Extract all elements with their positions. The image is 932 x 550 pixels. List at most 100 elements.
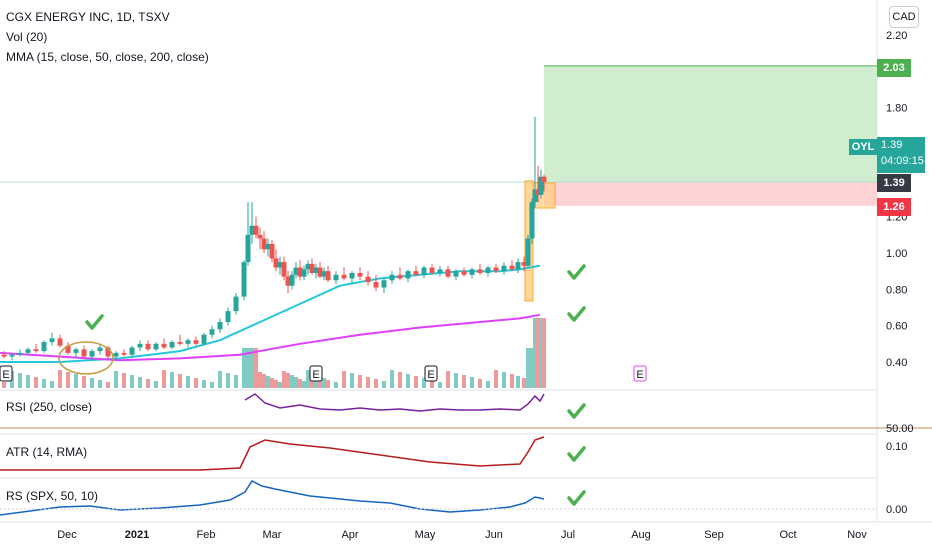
volume-bar xyxy=(290,375,294,388)
candle-body xyxy=(265,243,271,250)
volume-bar xyxy=(542,318,546,388)
candle-body xyxy=(245,234,251,263)
currency-button[interactable]: CAD xyxy=(889,6,919,28)
volume-bar xyxy=(390,370,394,388)
volume-bar xyxy=(374,379,378,388)
candle-body xyxy=(81,349,87,357)
candle-body xyxy=(538,176,544,195)
loss-zone xyxy=(544,182,877,206)
candle-body xyxy=(209,329,215,335)
candle-body xyxy=(277,262,283,268)
volume-bar xyxy=(286,373,290,388)
candle-body xyxy=(17,352,23,355)
candle-body xyxy=(297,267,303,277)
checkmark-icon xyxy=(85,314,104,330)
earnings-marker-label: E xyxy=(2,369,9,381)
volume-bar xyxy=(82,376,86,388)
time-axis-label: Sep xyxy=(704,529,724,541)
volume-bar xyxy=(294,377,298,388)
volume-bar xyxy=(138,377,142,388)
volume-bar xyxy=(430,380,434,388)
price-tick-label: 1.00 xyxy=(886,248,907,260)
volume-bar xyxy=(470,377,474,388)
volume-bar xyxy=(414,376,418,388)
volume-bar xyxy=(74,374,78,388)
candle-body xyxy=(469,269,475,275)
candle-body xyxy=(397,274,403,279)
mma-line xyxy=(0,264,541,363)
pattern-ellipse xyxy=(58,341,114,375)
candle-body xyxy=(529,202,535,239)
oyl-symbol-badge: OYL xyxy=(849,139,877,155)
oyl-countdown: 04:09:15 xyxy=(881,155,924,167)
volume-bar xyxy=(522,378,526,388)
candle-body xyxy=(349,272,355,279)
price-tick-label: 2.20 xyxy=(886,30,907,42)
candle-body xyxy=(389,274,395,281)
checkmark-icon xyxy=(567,264,586,280)
candle-body xyxy=(317,267,323,277)
volume-bar xyxy=(26,375,30,388)
candle-body xyxy=(485,267,491,273)
candle-body xyxy=(405,271,411,279)
volume-bar xyxy=(58,370,62,388)
volume-bar xyxy=(446,371,450,388)
candle-body xyxy=(381,280,387,288)
atr-line xyxy=(0,436,545,471)
candle-body xyxy=(535,189,541,195)
volume-bar xyxy=(516,376,520,388)
candle-body xyxy=(293,267,299,275)
rsi-label: RSI (250, close) xyxy=(6,400,93,414)
candle-body xyxy=(129,347,135,355)
volume-bar xyxy=(234,375,238,388)
candle-body xyxy=(269,243,275,259)
time-axis-label: Apr xyxy=(341,529,358,541)
candle-body xyxy=(532,189,538,203)
candle-body xyxy=(161,343,167,348)
volume-bar xyxy=(262,374,266,388)
candle-body xyxy=(541,176,547,183)
candle-body xyxy=(9,354,15,357)
mma-line xyxy=(0,313,541,362)
checkmark-icon xyxy=(567,446,586,462)
oyl-price-value: 1.39 xyxy=(881,139,903,151)
volume-bar xyxy=(202,380,206,388)
time-axis-label: May xyxy=(415,529,436,541)
candle-body xyxy=(137,343,143,348)
volume-bar xyxy=(66,372,70,388)
volume-bar xyxy=(162,370,166,388)
time-axis-label: Jun xyxy=(485,529,503,541)
volume-bar xyxy=(366,377,370,388)
volume-bar xyxy=(146,379,150,388)
volume-bar xyxy=(154,381,158,388)
candle-body xyxy=(341,274,347,279)
volume-bar xyxy=(266,376,270,388)
candle-body xyxy=(453,271,459,277)
candle-body xyxy=(501,265,507,272)
volume-bar xyxy=(536,318,540,388)
volume-bar xyxy=(34,377,38,388)
volume-bar xyxy=(274,380,278,388)
candle-body xyxy=(477,269,483,273)
candle-body xyxy=(521,262,527,266)
volume-bar xyxy=(106,382,110,388)
candle-body xyxy=(89,351,95,357)
volume-bar xyxy=(478,379,482,388)
earnings-marker-icon xyxy=(0,365,13,382)
candle-body xyxy=(65,345,71,353)
stop-price-tag: 1.26 xyxy=(877,198,911,216)
atr-tick-label: 0.10 xyxy=(886,441,907,453)
rs-label: RS (SPX, 50, 10) xyxy=(6,489,99,503)
volume-bar xyxy=(278,382,282,388)
volume-bar xyxy=(130,375,134,388)
time-axis-label: 2021 xyxy=(125,529,149,541)
volume-bar xyxy=(170,372,174,388)
volume-bar xyxy=(218,371,222,388)
time-axis-label: Nov xyxy=(847,529,867,541)
candle-body xyxy=(201,334,207,344)
volume-bar xyxy=(254,348,258,388)
candle-body xyxy=(445,269,451,277)
time-axis-label: Feb xyxy=(197,529,216,541)
candle-body xyxy=(49,338,55,343)
